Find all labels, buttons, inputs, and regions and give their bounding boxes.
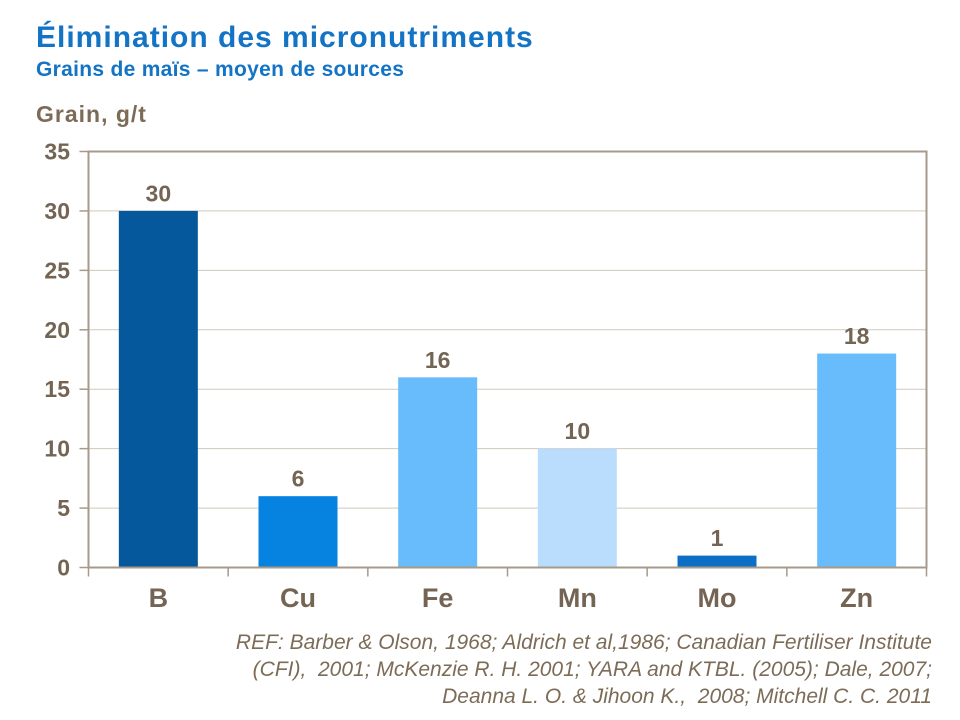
svg-text:Cu: Cu: [280, 583, 316, 613]
svg-text:(CFI), 2001; McKenzie R. H. 2: (CFI), 2001; McKenzie R. H. 2001; YARA a…: [253, 658, 933, 681]
svg-text:REF: Barber & Olson, 1968; Ald: REF: Barber & Olson, 1968; Aldrich et al…: [236, 631, 932, 654]
svg-text:10: 10: [44, 436, 70, 462]
svg-text:18: 18: [844, 323, 870, 349]
svg-text:25: 25: [44, 257, 70, 283]
svg-text:6: 6: [292, 466, 305, 492]
svg-text:Grains de maïs – moyen de sour: Grains de maïs – moyen de sources: [36, 58, 404, 81]
svg-text:16: 16: [425, 347, 451, 373]
svg-text:B: B: [149, 583, 169, 613]
svg-text:35: 35: [44, 139, 70, 165]
svg-text:Fe: Fe: [422, 583, 454, 613]
svg-text:Deanna L. O. & Jihoon K., 200: Deanna L. O. & Jihoon K., 2008; Mitchell…: [442, 685, 932, 708]
svg-text:5: 5: [57, 495, 70, 521]
svg-text:Mo: Mo: [698, 583, 737, 613]
svg-text:Élimination des micronutriment: Élimination des micronutriments: [36, 20, 534, 54]
svg-text:0: 0: [57, 555, 70, 581]
svg-text:10: 10: [565, 418, 591, 444]
svg-text:15: 15: [44, 376, 70, 402]
svg-text:Grain, g/t: Grain, g/t: [36, 101, 147, 127]
svg-text:Mn: Mn: [558, 583, 597, 613]
svg-text:30: 30: [146, 181, 172, 207]
svg-text:1: 1: [711, 525, 724, 551]
svg-text:Zn: Zn: [840, 583, 873, 613]
svg-text:30: 30: [44, 198, 70, 224]
svg-text:20: 20: [44, 317, 70, 343]
